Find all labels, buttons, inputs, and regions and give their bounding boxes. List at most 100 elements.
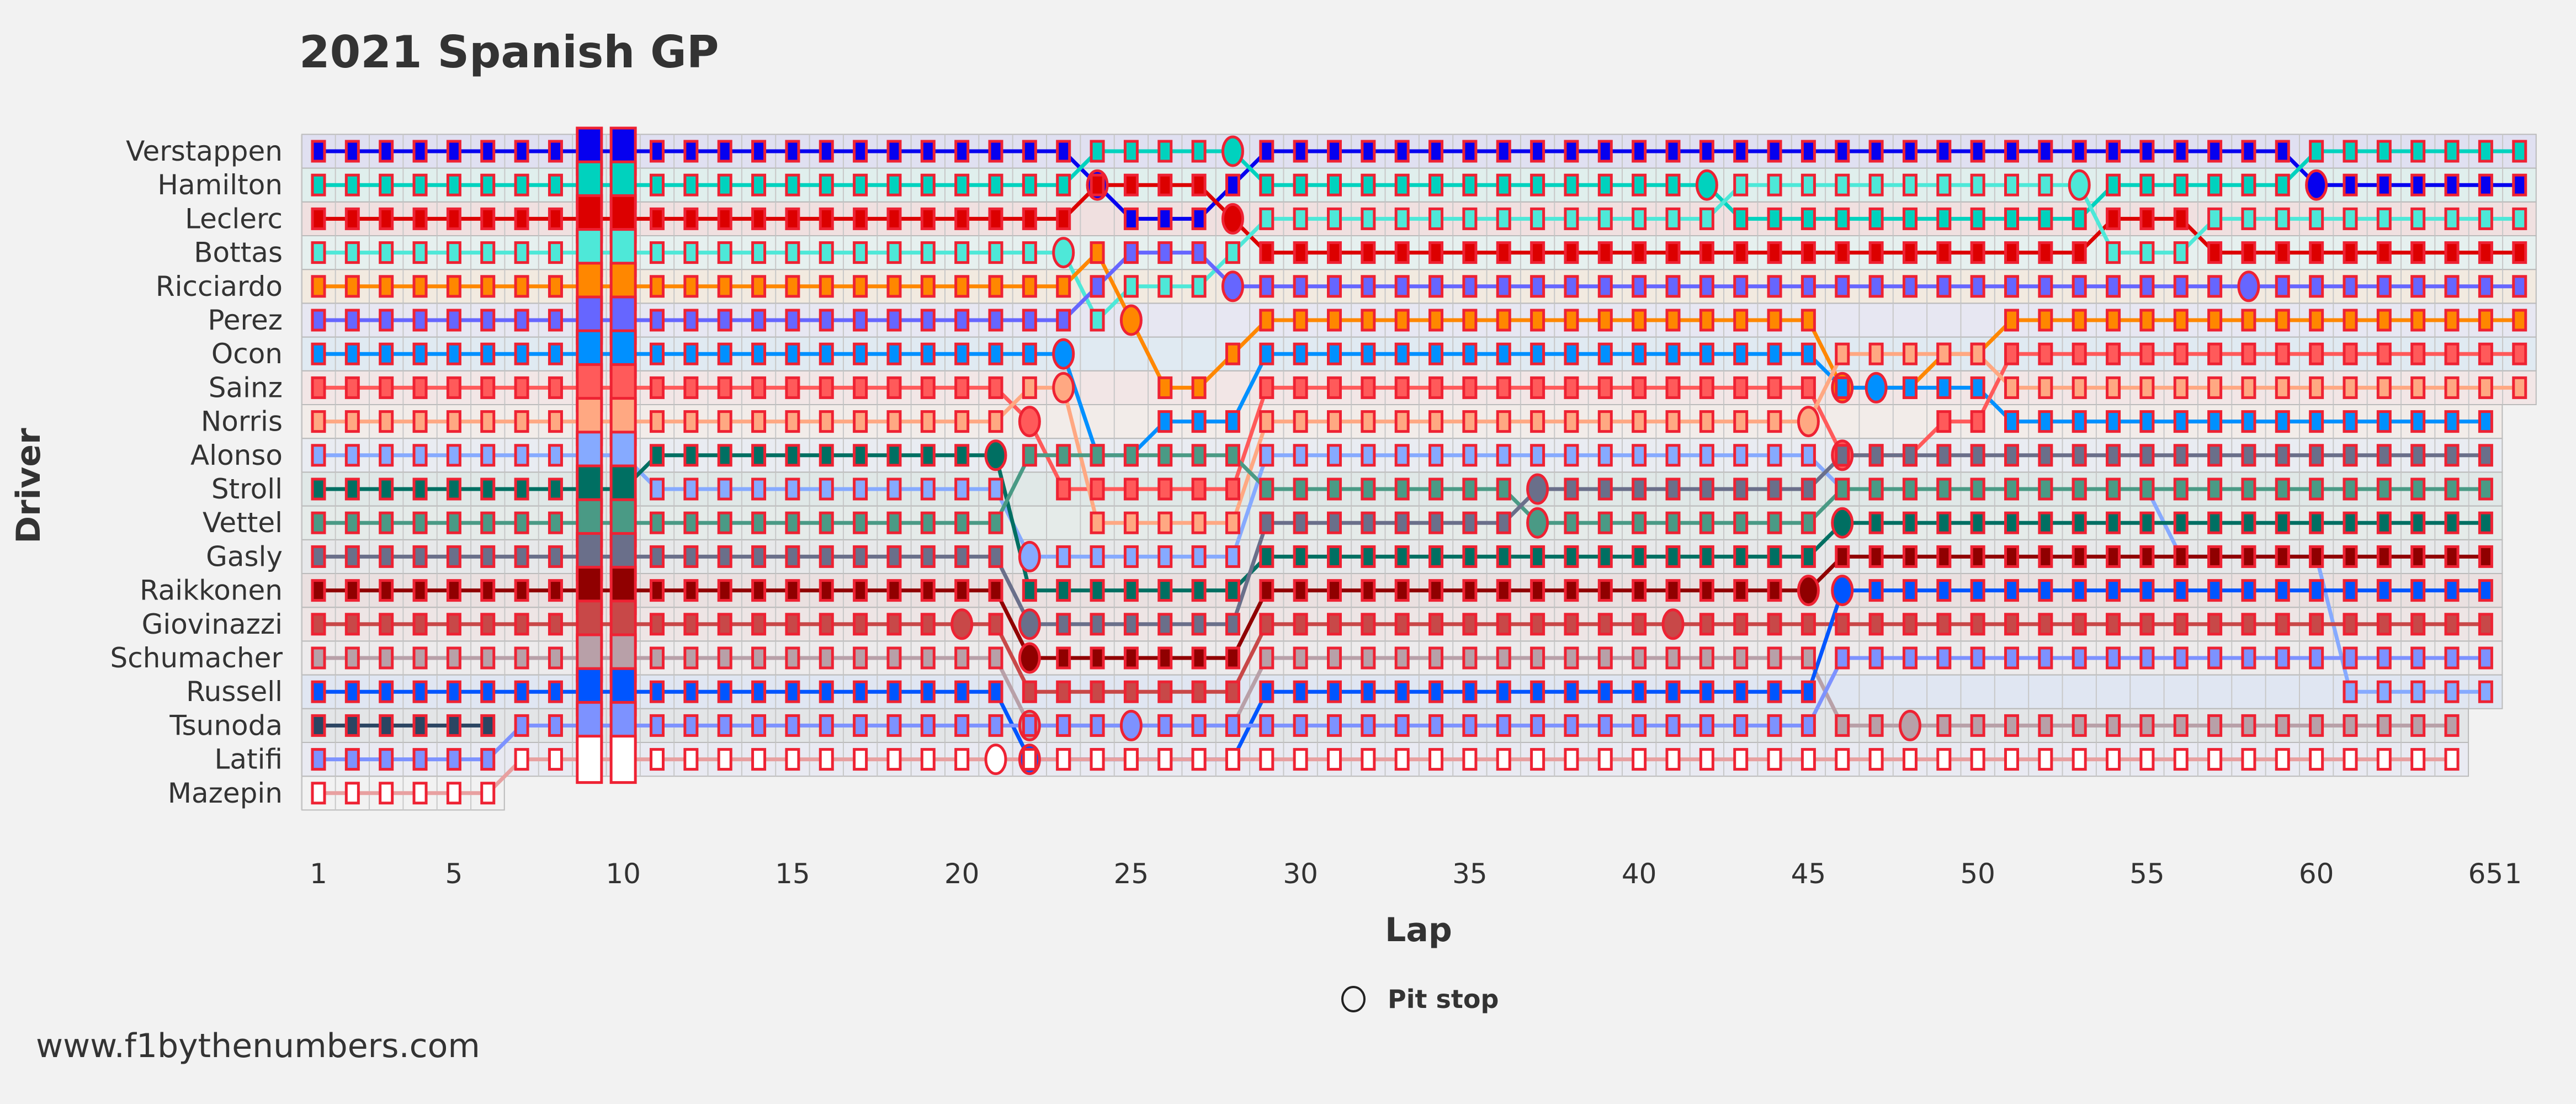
- lap-marker: [1597, 613, 1613, 636]
- lap-marker: [2139, 444, 2155, 467]
- lap-marker: [1428, 646, 1444, 670]
- lap-marker: [2072, 207, 2087, 230]
- lap-marker: [379, 613, 394, 636]
- lap-marker: [2410, 748, 2426, 771]
- lap-marker: [2478, 545, 2493, 568]
- lap-marker: [1564, 646, 1579, 670]
- lap-marker: [1936, 579, 1952, 602]
- lap-marker: [1462, 477, 1478, 501]
- lap-marker: [819, 748, 834, 771]
- y-tick-label: Perez: [208, 304, 283, 336]
- lap-marker: [311, 511, 326, 534]
- lap-marker: [1800, 511, 1816, 534]
- lap-marker: [2038, 241, 2053, 264]
- lap-marker: [2139, 173, 2155, 197]
- lap-marker: [2410, 714, 2426, 737]
- lap-marker: [1800, 207, 1816, 230]
- lap-marker: [2004, 444, 2019, 467]
- lap-marker: [2038, 309, 2053, 332]
- lap-marker: [1361, 410, 1376, 433]
- x-tick-label: 1: [310, 858, 327, 890]
- lap-marker: [1462, 342, 1478, 365]
- lap-marker: [920, 241, 936, 264]
- lap-marker: [1597, 173, 1613, 197]
- lap-marker: [1767, 410, 1782, 433]
- lap-marker: [446, 342, 461, 365]
- lap-markers: [311, 126, 2527, 805]
- lap-marker: [1462, 309, 1478, 332]
- lap-marker: [2106, 173, 2121, 197]
- lap-marker: [2106, 376, 2121, 399]
- lap-marker: [785, 173, 800, 197]
- lap-marker: [1767, 680, 1782, 703]
- lap-marker: [2376, 309, 2392, 332]
- lap-marker: [1835, 545, 1850, 568]
- lap-marker: [1327, 748, 1342, 771]
- lap-marker: [683, 646, 699, 670]
- y-tick-label: Hamilton: [157, 169, 283, 201]
- lap-marker: [785, 748, 800, 771]
- lap-marker: [446, 748, 461, 771]
- lap-marker: [2241, 241, 2256, 264]
- lap-marker: [988, 207, 1003, 230]
- lap-marker: [1699, 410, 1714, 433]
- lap-marker: [920, 511, 936, 534]
- lap-marker: [2241, 579, 2256, 602]
- lap-marker: [819, 714, 834, 737]
- lap-marker: [1767, 579, 1782, 602]
- lap-marker: [2275, 309, 2290, 332]
- lap-marker: [1564, 376, 1579, 399]
- lap-marker: [920, 342, 936, 365]
- lap-marker: [853, 309, 868, 332]
- lap-marker: [650, 680, 665, 703]
- lap-marker: [1699, 207, 1714, 230]
- lap-marker: [1361, 140, 1376, 163]
- lap-marker: [1632, 646, 1647, 670]
- lap-marker: [751, 511, 767, 534]
- lap-marker: [311, 207, 326, 230]
- lap-marker: [751, 241, 767, 264]
- lap-marker: [1022, 342, 1037, 365]
- lap-marker: [920, 444, 936, 467]
- lap-marker: [717, 342, 732, 365]
- pit-stop-marker: [950, 608, 974, 640]
- lap-marker: [853, 342, 868, 365]
- lap-marker: [480, 613, 496, 636]
- lap-marker: [1970, 376, 1985, 399]
- lap-marker: [886, 140, 902, 163]
- lap-marker: [954, 376, 970, 399]
- pit-stop-marker: [1831, 575, 1854, 607]
- lap-marker: [683, 477, 699, 501]
- lap-marker: [1293, 241, 1308, 264]
- lap-marker: [1970, 646, 1985, 670]
- lap-marker: [1056, 714, 1071, 737]
- lap-marker: [1191, 275, 1207, 298]
- lap-marker: [1259, 579, 1274, 602]
- lap-marker: [1496, 714, 1511, 737]
- lap-marker: [1767, 207, 1782, 230]
- lap-marker: [1293, 207, 1308, 230]
- lap-marker: [2444, 444, 2460, 467]
- lap-marker: [954, 173, 970, 197]
- lap-marker: [853, 376, 868, 399]
- lap-marker: [1428, 376, 1444, 399]
- lap-marker: [480, 241, 496, 264]
- lap-marker: [1835, 173, 1850, 197]
- lap-marker: [2444, 748, 2460, 771]
- lap-marker: [548, 511, 563, 534]
- lap-marker: [379, 376, 394, 399]
- lap-marker: [1123, 173, 1139, 197]
- lap-marker: [1157, 376, 1173, 399]
- lap-marker: [1699, 714, 1714, 737]
- lap-marker: [480, 376, 496, 399]
- lap-marker: [751, 173, 767, 197]
- lap-marker: [1259, 646, 1274, 670]
- lap-marker: [2241, 140, 2256, 163]
- lap-marker: [2410, 342, 2426, 365]
- lap-marker: [2410, 646, 2426, 670]
- lap-marker: [2106, 444, 2121, 467]
- lap-marker: [1496, 613, 1511, 636]
- lap-marker: [1868, 207, 1884, 230]
- lap-marker: [2410, 410, 2426, 433]
- lap-marker: [1361, 545, 1376, 568]
